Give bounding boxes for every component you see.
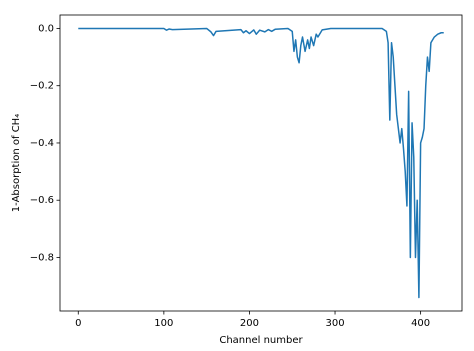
y-tick-label: −0.4	[30, 138, 54, 149]
y-axis-label: 1-Absorption of CH₄	[11, 114, 22, 212]
x-tick-label: 300	[325, 318, 344, 329]
x-tick-label: 400	[411, 318, 430, 329]
y-tick-label: −0.8	[30, 252, 54, 263]
y-tick-label: −0.6	[30, 195, 54, 206]
data-line	[78, 27, 444, 299]
x-tick-label: 100	[154, 318, 173, 329]
plot-frame	[59, 14, 463, 312]
x-tick-label: 0	[75, 318, 81, 329]
y-tick-label: −0.2	[30, 81, 54, 92]
x-tick-label: 200	[240, 318, 259, 329]
x-axis-label: Channel number	[219, 335, 303, 346]
y-tick-label: 0.0	[38, 23, 54, 34]
